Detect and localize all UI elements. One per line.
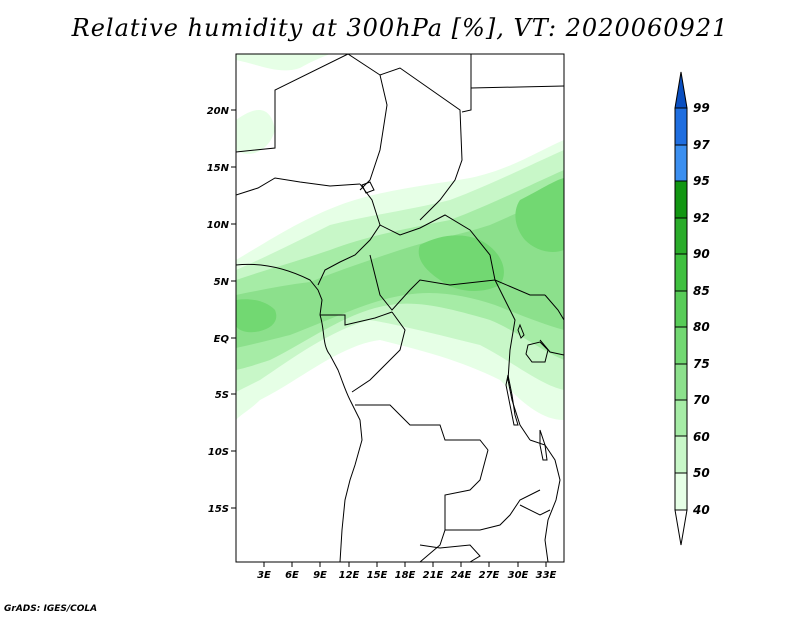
lon-label: 3E xyxy=(257,570,271,581)
colorbar-label: 95 xyxy=(693,174,710,188)
humidity-zone-40-north xyxy=(236,54,330,71)
humidity-zone-75-east xyxy=(515,178,564,252)
lat-label: 20N xyxy=(207,106,230,117)
lat-label: 10N xyxy=(207,220,230,231)
credit-label: GrADS: IGES/COLA xyxy=(4,604,98,614)
colorbar-label: 50 xyxy=(693,466,710,480)
lat-label: 15S xyxy=(208,504,229,515)
colorbar-segment xyxy=(674,144,688,182)
colorbar-label: 90 xyxy=(693,247,710,261)
colorbar-segment xyxy=(674,326,688,365)
colorbar-segment xyxy=(674,399,688,437)
colorbar-segment xyxy=(674,290,688,328)
lon-label: 24E xyxy=(451,570,472,581)
lon-label: 33E xyxy=(536,570,557,581)
longitude-axis xyxy=(263,562,547,567)
latitude-axis xyxy=(231,109,236,509)
humidity-zone-75 xyxy=(418,235,504,292)
lat-label: 5N xyxy=(214,277,230,288)
lake-albert xyxy=(517,323,525,339)
lake-malawi xyxy=(539,429,548,461)
lon-label: 9E xyxy=(313,570,327,581)
colorbar-segment xyxy=(674,472,688,511)
colorbar-label: 70 xyxy=(693,393,710,407)
lon-label: 18E xyxy=(395,570,416,581)
colorbar-segment xyxy=(674,435,688,474)
humidity-zone-75-west xyxy=(236,299,277,333)
colorbar xyxy=(674,71,688,546)
chart-title: Relative humidity at 300hPa [%], VT: 202… xyxy=(71,14,729,42)
colorbar-max-arrow xyxy=(674,71,688,109)
humidity-shading xyxy=(236,54,564,420)
lon-label: 6E xyxy=(285,570,299,581)
colorbar-label: 97 xyxy=(693,138,710,152)
humidity-zone-70 xyxy=(236,190,564,348)
lakes xyxy=(361,181,549,461)
lon-label: 27E xyxy=(479,570,500,581)
colorbar-segment xyxy=(674,217,688,255)
colorbar-segment xyxy=(674,363,688,401)
colorbar-label: 92 xyxy=(693,211,710,225)
lon-label: 12E xyxy=(339,570,360,581)
colorbar-segment xyxy=(674,107,688,146)
lon-label: 30E xyxy=(508,570,529,581)
lake-tanganyika xyxy=(505,374,519,426)
country-borders xyxy=(236,54,564,562)
colorbar-label: 75 xyxy=(693,357,710,371)
colorbar-label: 99 xyxy=(693,101,710,115)
colorbar-label: 80 xyxy=(693,320,710,334)
map-frame xyxy=(235,53,565,563)
lat-label: 5S xyxy=(215,390,229,401)
lat-label: EQ xyxy=(214,334,230,345)
colorbar-segment xyxy=(674,253,688,292)
colorbar-label: 60 xyxy=(693,430,710,444)
lat-label: 15N xyxy=(207,163,230,174)
lake-chad xyxy=(361,181,375,194)
colorbar-min-arrow xyxy=(674,509,688,546)
humidity-zone-40-nw xyxy=(236,110,275,154)
lake-victoria xyxy=(525,341,549,363)
lon-label: 21E xyxy=(423,570,444,581)
colorbar-label: 40 xyxy=(692,503,710,517)
lat-label: 10S xyxy=(208,447,229,458)
colorbar-label: 85 xyxy=(693,284,710,298)
colorbar-segment xyxy=(674,180,688,219)
lon-label: 15E xyxy=(367,570,388,581)
